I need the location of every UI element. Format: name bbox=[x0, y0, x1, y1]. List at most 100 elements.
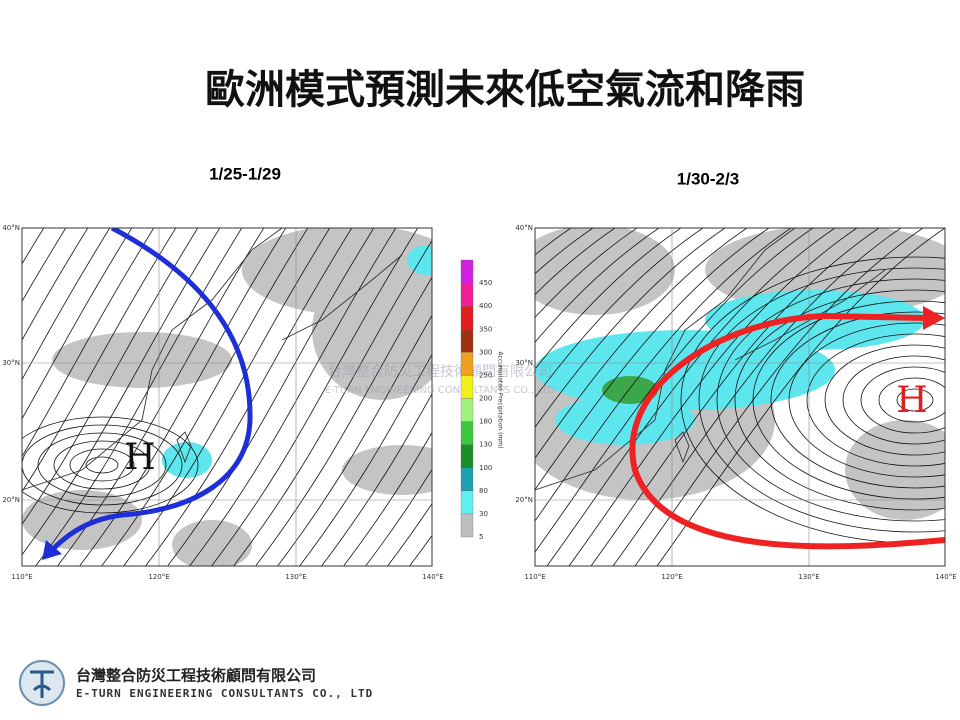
colorbar-segment bbox=[460, 259, 474, 284]
lat-label: 30°N bbox=[515, 359, 533, 367]
streamline bbox=[277, 314, 432, 566]
colorbar-segment bbox=[460, 513, 474, 538]
lon-label: 110°E bbox=[524, 573, 545, 581]
streamline bbox=[299, 353, 432, 566]
streamline bbox=[535, 228, 748, 459]
streamline bbox=[824, 344, 945, 456]
streamline bbox=[101, 228, 309, 566]
streamline bbox=[590, 228, 880, 566]
high-pressure-label: H bbox=[124, 437, 155, 478]
precip-area bbox=[162, 442, 212, 478]
streamline bbox=[896, 388, 934, 412]
streamline bbox=[365, 468, 432, 566]
coastline bbox=[535, 228, 886, 491]
streamline bbox=[211, 228, 419, 566]
streamline bbox=[535, 228, 638, 319]
colorbar-segment bbox=[460, 490, 474, 515]
precip-area bbox=[312, 260, 432, 400]
streamline bbox=[878, 377, 945, 423]
precip-area bbox=[52, 332, 232, 388]
streamline bbox=[22, 228, 177, 493]
streamline bbox=[343, 431, 432, 566]
map bbox=[22, 228, 432, 566]
streamline bbox=[22, 424, 183, 506]
streamline bbox=[535, 228, 726, 428]
precip-area bbox=[22, 490, 142, 550]
lon-label: 110°E bbox=[11, 573, 32, 581]
colorbar-label: 350 bbox=[479, 325, 492, 333]
colorbar-label: 5 bbox=[479, 533, 483, 541]
streamline bbox=[22, 228, 111, 381]
colorbar-label: 300 bbox=[479, 348, 492, 356]
lon-label: 120°E bbox=[148, 573, 169, 581]
lon-label: 130°E bbox=[798, 573, 819, 581]
colorbar-segment bbox=[460, 329, 474, 353]
map-frame bbox=[21, 227, 433, 567]
streamline bbox=[321, 393, 432, 566]
streamline bbox=[35, 228, 243, 566]
streamline bbox=[22, 228, 67, 303]
company-zh: 台灣整合防災工程技術顧問有限公司 bbox=[76, 667, 316, 685]
streamline bbox=[546, 228, 836, 566]
streamline bbox=[22, 228, 133, 420]
colorbar-label: 250 bbox=[479, 371, 492, 379]
colorbar-label: 130 bbox=[479, 441, 492, 449]
streamline bbox=[535, 228, 572, 256]
colorbar-segment bbox=[460, 352, 474, 376]
colorbar-segment bbox=[460, 421, 474, 445]
precip-area bbox=[602, 376, 658, 404]
flow-arrow bbox=[629, 312, 945, 550]
precip-area bbox=[535, 228, 675, 315]
precip-area bbox=[342, 445, 432, 495]
streamline bbox=[612, 228, 902, 566]
lat-label: 30°N bbox=[2, 359, 20, 367]
streamline bbox=[698, 267, 945, 533]
streamline bbox=[22, 228, 155, 458]
streamline bbox=[189, 228, 397, 566]
streamline bbox=[860, 366, 945, 434]
colorbar-label: 450 bbox=[479, 279, 492, 287]
streamline bbox=[535, 228, 770, 491]
streamline bbox=[233, 239, 432, 566]
watermark: E-TURN ENGINEERING CONSULTANTS CO., LTD bbox=[325, 385, 556, 396]
lat-label: 20°N bbox=[515, 496, 533, 504]
streamline bbox=[716, 278, 945, 522]
arrow-head bbox=[923, 306, 945, 330]
streamline bbox=[535, 228, 682, 370]
lon-label: 140°E bbox=[935, 573, 956, 581]
streamline bbox=[85, 456, 119, 474]
streamline bbox=[387, 502, 432, 566]
colorbar-segment bbox=[460, 398, 474, 422]
high-pressure-label: H bbox=[896, 380, 927, 421]
logo bbox=[19, 660, 65, 706]
lon-label: 140°E bbox=[422, 573, 443, 581]
lat-label: 20°N bbox=[2, 496, 20, 504]
colorbar-label: 80 bbox=[479, 487, 488, 495]
streamline bbox=[37, 432, 167, 498]
streamline bbox=[568, 228, 858, 566]
map bbox=[535, 228, 945, 566]
streamline bbox=[535, 228, 814, 553]
arrow-head bbox=[42, 540, 62, 560]
colorbar-label: 180 bbox=[479, 418, 492, 426]
period-label: 1/25-1/29 bbox=[209, 164, 281, 183]
streamline bbox=[123, 228, 331, 566]
streamline bbox=[535, 228, 616, 296]
streamline bbox=[79, 228, 287, 566]
streamline bbox=[535, 228, 792, 522]
period-label: 1/30-2/3 bbox=[677, 169, 739, 188]
colorbar-label: 400 bbox=[479, 302, 492, 310]
colorbar-segment bbox=[460, 375, 474, 399]
watermark: 台灣整合防災工程技術顧問有限公司 bbox=[328, 364, 552, 380]
map-frame bbox=[534, 227, 946, 567]
streamline bbox=[535, 228, 704, 399]
streamline bbox=[22, 228, 221, 556]
company-en: E-TURN ENGINEERING CONSULTANTS CO., LTD bbox=[76, 687, 373, 700]
precip-area bbox=[555, 395, 695, 445]
streamline bbox=[788, 322, 945, 478]
flow-arrow bbox=[48, 228, 253, 554]
streamline bbox=[535, 228, 660, 343]
colorbar-segment bbox=[460, 467, 474, 491]
lat-label: 40°N bbox=[515, 224, 533, 232]
